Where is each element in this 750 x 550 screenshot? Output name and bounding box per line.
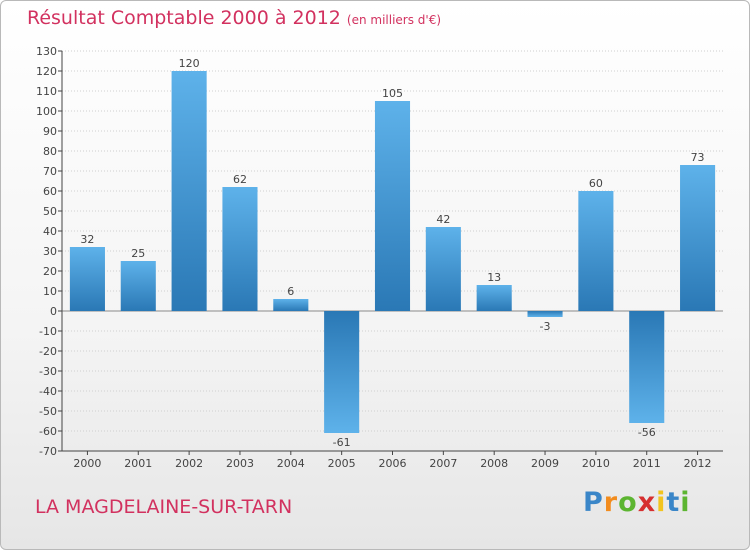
commune-name: LA MAGDELAINE-SUR-TARN <box>35 496 293 518</box>
bar-2011 <box>629 311 665 423</box>
x-tick-label-2001: 2001 <box>124 457 152 470</box>
x-tick-label-2006: 2006 <box>379 457 407 470</box>
bar-2010 <box>578 191 614 311</box>
value-label-2005: -61 <box>333 436 351 449</box>
y-tick-label: 40 <box>43 225 57 238</box>
bar-2002 <box>171 71 207 311</box>
y-tick-label: 90 <box>43 125 57 138</box>
chart-subtitle: (en milliers d'€) <box>346 13 442 27</box>
y-tick-label: -40 <box>39 385 57 398</box>
bar-2005 <box>324 311 360 433</box>
value-label-2003: 62 <box>233 173 247 186</box>
x-tick-label-2010: 2010 <box>582 457 610 470</box>
bar-2003 <box>222 187 258 311</box>
value-label-2011: -56 <box>638 426 656 439</box>
value-label-2010: 60 <box>589 177 603 190</box>
bar-2006 <box>374 101 411 311</box>
x-tick-label-2007: 2007 <box>429 457 457 470</box>
x-tick-label-2009: 2009 <box>531 457 559 470</box>
y-tick-label: -10 <box>39 325 57 338</box>
value-label-2009: -3 <box>540 320 551 333</box>
y-tick-label: -30 <box>39 365 57 378</box>
y-tick-label: 30 <box>43 245 57 258</box>
logo-letter: P <box>583 487 604 518</box>
y-tick-label: 110 <box>36 85 57 98</box>
bar-chart: -70 -60 -50 -40 -30 -20 -10 0 10 20 30 40 50 60 70 80 90… <box>36 45 723 470</box>
x-tick-label-2011: 2011 <box>633 457 661 470</box>
y-tick-label: 0 <box>50 305 57 318</box>
bar-2004 <box>273 299 309 311</box>
y-tick-label: -20 <box>39 345 57 358</box>
y-tick-label: 10 <box>43 285 57 298</box>
x-tick-label-2005: 2005 <box>328 457 356 470</box>
y-tick-label: -70 <box>39 445 57 458</box>
value-label-2001: 25 <box>131 247 145 260</box>
value-label-2007: 42 <box>436 213 450 226</box>
proxiti-logo: Proxiti <box>583 487 691 518</box>
bar-2000 <box>69 247 105 311</box>
y-tick-label: 80 <box>43 145 57 158</box>
y-tick-label: 100 <box>36 105 57 118</box>
y-tick-label: 20 <box>43 265 57 278</box>
y-tick-label: 70 <box>43 165 57 178</box>
logo-letter: i <box>680 487 691 518</box>
x-tick-label-2012: 2012 <box>684 457 712 470</box>
y-tick-label: -60 <box>39 425 57 438</box>
value-label-2002: 120 <box>179 57 200 70</box>
y-tick-label: 60 <box>43 185 57 198</box>
x-tick-label-2002: 2002 <box>175 457 203 470</box>
value-label-2006: 105 <box>382 87 403 100</box>
x-tick-label-2004: 2004 <box>277 457 305 470</box>
chart-title-text: Résultat Comptable 2000 à 2012 <box>27 7 341 29</box>
y-tick-label: 130 <box>36 45 57 58</box>
y-tick-label: 120 <box>36 65 57 78</box>
x-tick-label-2003: 2003 <box>226 457 254 470</box>
y-tick-label: -50 <box>39 405 57 418</box>
logo-letter: i <box>656 487 667 518</box>
bar-2012 <box>680 165 716 311</box>
bar-2008 <box>476 285 512 311</box>
bar-2001 <box>120 261 156 311</box>
y-tick-label: 50 <box>43 205 57 218</box>
value-label-2000: 32 <box>80 233 94 246</box>
logo-letter: o <box>618 487 638 518</box>
value-label-2008: 13 <box>487 271 501 284</box>
logo-letter: x <box>637 487 657 518</box>
logo-letter: t <box>666 487 681 518</box>
chart-title: Résultat Comptable 2000 à 2012 (en millie… <box>27 7 441 29</box>
value-label-2004: 6 <box>287 285 294 298</box>
x-tick-label-2008: 2008 <box>480 457 508 470</box>
value-label-2012: 73 <box>691 151 705 164</box>
bar-2007 <box>425 227 461 311</box>
bar-2009 <box>527 311 563 317</box>
x-tick-label-2000: 2000 <box>73 457 101 470</box>
logo-letter: r <box>603 487 619 518</box>
